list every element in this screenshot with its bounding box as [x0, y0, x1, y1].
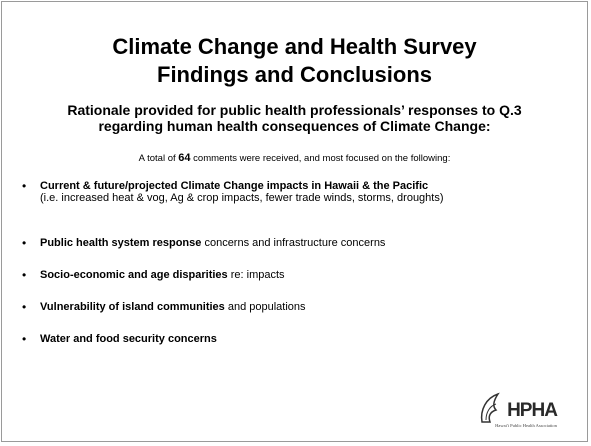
bullet: Vulnerability of island communities and …	[22, 301, 567, 313]
bullet-bold: Current & future/projected Climate Chang…	[40, 180, 429, 192]
logo-caption: Hawai'i Public Health Association	[495, 423, 557, 428]
bullet-bold: Socio-economic and age disparities	[40, 269, 228, 281]
bullet-bold: Public health system response	[40, 237, 202, 249]
subtitle: Rationale provided for public health pro…	[67, 102, 522, 134]
bullet-text: (i.e. increased heat & vog, Ag & crop im…	[40, 192, 444, 204]
summary: A total of 64 comments were received, an…	[2, 152, 587, 164]
bullet-text: and populations	[227, 301, 306, 313]
bullet: Public health system response concerns a…	[22, 237, 567, 249]
bullet: Current & future/projected Climate Chang…	[22, 180, 567, 204]
logo-icon	[480, 392, 500, 423]
logo-name: HPHA	[507, 400, 558, 421]
comment-count: 64	[178, 152, 191, 164]
bullet-bold: Water and food security concerns	[40, 333, 217, 345]
bullet-text: concerns and infrastructure concerns	[204, 237, 386, 249]
bullet: Socio-economic and age disparities re: i…	[22, 269, 567, 281]
bullet-text: re: impacts	[230, 269, 285, 281]
title-line: Climate Change and Health Survey	[112, 34, 477, 59]
bullet: Water and food security concerns	[22, 333, 567, 345]
title-line: Findings and Conclusions	[157, 62, 432, 87]
summary-text: comments were received, and most focused…	[193, 153, 451, 164]
summary-text: A total of	[138, 153, 176, 164]
bullet-bold: Vulnerability of island communities	[40, 301, 225, 313]
logo-icon	[485, 403, 497, 421]
logo: HPHA Hawai'i Public Health Association	[480, 392, 559, 428]
